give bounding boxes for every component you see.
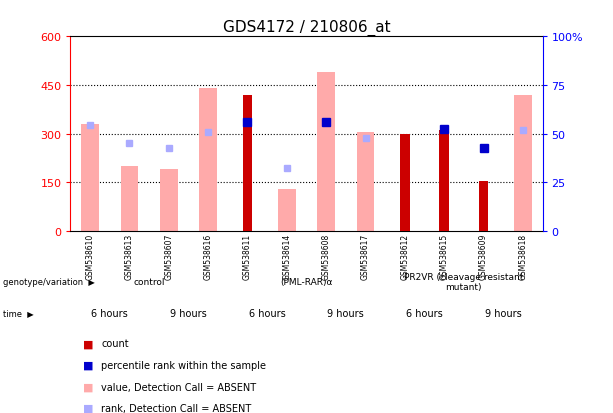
Bar xyxy=(357,133,375,231)
Bar xyxy=(278,189,295,231)
Text: GSM538618: GSM538618 xyxy=(519,233,527,279)
Text: count: count xyxy=(101,339,129,349)
Bar xyxy=(514,95,531,231)
Text: ■: ■ xyxy=(83,360,93,370)
Text: GSM538617: GSM538617 xyxy=(361,233,370,279)
Text: value, Detection Call = ABSENT: value, Detection Call = ABSENT xyxy=(101,382,256,392)
Text: control: control xyxy=(134,278,165,286)
Text: percentile rank within the sample: percentile rank within the sample xyxy=(101,360,266,370)
Bar xyxy=(243,95,253,231)
Text: 9 hours: 9 hours xyxy=(327,308,364,318)
Text: GSM538610: GSM538610 xyxy=(86,233,94,279)
Text: ■: ■ xyxy=(83,403,93,413)
Bar xyxy=(400,134,409,231)
Text: 9 hours: 9 hours xyxy=(170,308,207,318)
Bar xyxy=(121,166,139,231)
Text: rank, Detection Call = ABSENT: rank, Detection Call = ABSENT xyxy=(101,403,251,413)
Bar xyxy=(479,181,489,231)
Text: ■: ■ xyxy=(83,382,93,392)
Text: GSM538607: GSM538607 xyxy=(164,233,173,279)
Text: GSM538616: GSM538616 xyxy=(204,233,213,279)
Text: time  ▶: time ▶ xyxy=(3,309,34,317)
Title: GDS4172 / 210806_at: GDS4172 / 210806_at xyxy=(223,20,390,36)
Text: 6 hours: 6 hours xyxy=(406,308,443,318)
Text: 6 hours: 6 hours xyxy=(249,308,286,318)
Text: GSM538611: GSM538611 xyxy=(243,233,252,279)
Text: GSM538608: GSM538608 xyxy=(322,233,330,279)
Text: GSM538609: GSM538609 xyxy=(479,233,488,279)
Text: 9 hours: 9 hours xyxy=(485,308,522,318)
Text: ■: ■ xyxy=(83,339,93,349)
Bar xyxy=(318,73,335,231)
Text: GSM538612: GSM538612 xyxy=(400,233,409,279)
Text: GSM538615: GSM538615 xyxy=(440,233,449,279)
Bar xyxy=(440,131,449,231)
Text: (PML-RAR)α: (PML-RAR)α xyxy=(280,278,333,286)
Bar xyxy=(199,89,217,231)
Bar xyxy=(82,125,99,231)
Text: PR2VR (cleavage resistant
mutant): PR2VR (cleavage resistant mutant) xyxy=(404,272,524,292)
Text: genotype/variation  ▶: genotype/variation ▶ xyxy=(3,278,95,286)
Text: GSM538614: GSM538614 xyxy=(283,233,291,279)
Text: GSM538613: GSM538613 xyxy=(125,233,134,279)
Text: 6 hours: 6 hours xyxy=(91,308,128,318)
Bar xyxy=(160,170,178,231)
